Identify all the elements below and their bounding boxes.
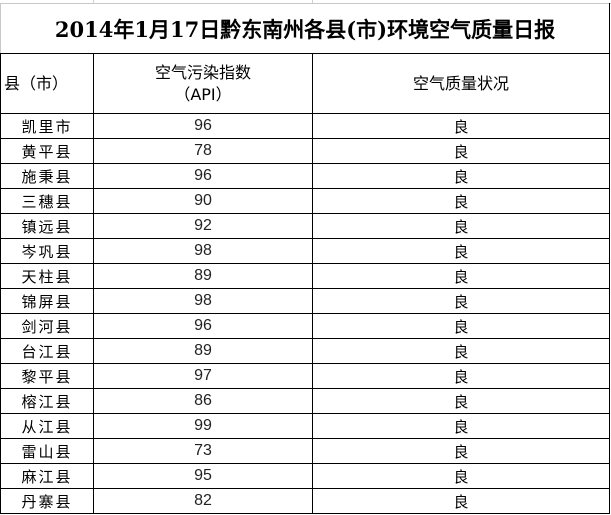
table-row: 岑巩县 98 良 xyxy=(0,238,611,264)
header-api: 空气污染指数 （API） xyxy=(93,53,313,114)
table-row: 黎平县 97 良 xyxy=(0,363,611,389)
county-cell: 雷山县 xyxy=(0,438,94,464)
air-quality-table: 2014年1月17日黔东南州各县(市)环境空气质量日报 县（市） 空气污染指数 … xyxy=(0,3,611,514)
api-cell: 99 xyxy=(93,413,313,439)
county-cell: 麻江县 xyxy=(0,463,94,489)
api-cell: 95 xyxy=(93,463,313,489)
table-row: 黄平县 78 良 xyxy=(0,138,611,164)
quality-cell: 良 xyxy=(311,113,611,139)
api-cell: 78 xyxy=(93,138,313,164)
county-cell: 岑巩县 xyxy=(0,238,94,264)
api-cell: 73 xyxy=(93,438,313,464)
table-row: 丹寨县 82 良 xyxy=(0,488,611,514)
county-cell: 黎平县 xyxy=(0,363,94,389)
api-cell: 97 xyxy=(93,363,313,389)
quality-cell: 良 xyxy=(311,463,611,489)
api-cell: 96 xyxy=(93,313,313,339)
api-cell: 82 xyxy=(93,488,313,514)
county-cell: 锦屏县 xyxy=(0,288,94,314)
header-api-line2: （API） xyxy=(174,84,232,104)
table-row: 天柱县 89 良 xyxy=(0,263,611,289)
table-row: 剑河县 96 良 xyxy=(0,313,611,339)
header-county: 县（市） xyxy=(0,53,94,114)
county-cell: 榕江县 xyxy=(0,388,94,414)
county-cell: 黄平县 xyxy=(0,138,94,164)
county-cell: 剑河县 xyxy=(0,313,94,339)
api-cell: 98 xyxy=(93,238,313,264)
header-api-line1: 空气污染指数 xyxy=(154,62,251,82)
table-row: 从江县 99 良 xyxy=(0,413,611,439)
county-cell: 丹寨县 xyxy=(0,488,94,514)
quality-cell: 良 xyxy=(311,238,611,264)
quality-cell: 良 xyxy=(311,338,611,364)
table-row: 锦屏县 98 良 xyxy=(0,288,611,314)
table-row: 雷山县 73 良 xyxy=(0,438,611,464)
gridline xyxy=(312,0,313,3)
api-cell: 92 xyxy=(93,213,313,239)
title-row: 2014年1月17日黔东南州各县(市)环境空气质量日报 xyxy=(0,3,611,54)
api-cell: 89 xyxy=(93,263,313,289)
quality-cell: 良 xyxy=(311,438,611,464)
table-title: 2014年1月17日黔东南州各县(市)环境空气质量日报 xyxy=(0,3,611,54)
county-cell: 镇远县 xyxy=(0,213,94,239)
header-quality: 空气质量状况 xyxy=(311,53,611,114)
quality-cell: 良 xyxy=(311,163,611,189)
table-row: 三穗县 90 良 xyxy=(0,188,611,214)
quality-cell: 良 xyxy=(311,363,611,389)
county-cell: 凯里市 xyxy=(0,113,94,139)
table-row: 榕江县 86 良 xyxy=(0,388,611,414)
quality-cell: 良 xyxy=(311,138,611,164)
quality-cell: 良 xyxy=(311,288,611,314)
table-row: 凯里市 96 良 xyxy=(0,113,611,139)
gridline xyxy=(93,0,94,3)
table-row: 台江县 89 良 xyxy=(0,338,611,364)
api-cell: 90 xyxy=(93,188,313,214)
quality-cell: 良 xyxy=(311,313,611,339)
table-row: 镇远县 92 良 xyxy=(0,213,611,239)
quality-cell: 良 xyxy=(311,188,611,214)
table-row: 施秉县 96 良 xyxy=(0,163,611,189)
county-cell: 三穗县 xyxy=(0,188,94,214)
quality-cell: 良 xyxy=(311,263,611,289)
quality-cell: 良 xyxy=(311,488,611,514)
api-cell: 86 xyxy=(93,388,313,414)
quality-cell: 良 xyxy=(311,388,611,414)
county-cell: 施秉县 xyxy=(0,163,94,189)
table-row: 麻江县 95 良 xyxy=(0,463,611,489)
api-cell: 96 xyxy=(93,163,313,189)
api-cell: 89 xyxy=(93,338,313,364)
header-row: 县（市） 空气污染指数 （API） 空气质量状况 xyxy=(0,53,611,114)
county-cell: 台江县 xyxy=(0,338,94,364)
county-cell: 从江县 xyxy=(0,413,94,439)
quality-cell: 良 xyxy=(311,413,611,439)
quality-cell: 良 xyxy=(311,213,611,239)
county-cell: 天柱县 xyxy=(0,263,94,289)
api-cell: 96 xyxy=(93,113,313,139)
api-cell: 98 xyxy=(93,288,313,314)
